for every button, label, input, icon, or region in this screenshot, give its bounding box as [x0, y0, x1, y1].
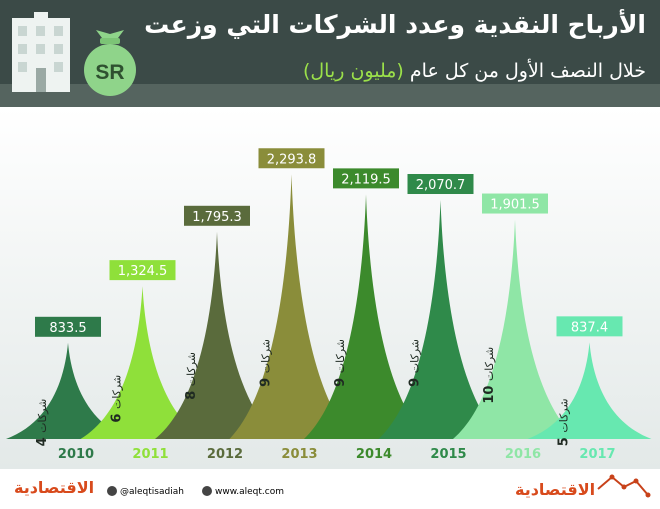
year-label: 2010 — [58, 447, 94, 462]
value-box-2017 — [556, 316, 623, 337]
company-word: شركات — [185, 352, 198, 386]
company-word: شركات — [483, 347, 496, 381]
company-count-label: 9 شركات — [259, 339, 274, 387]
company-count: 9 — [259, 373, 274, 387]
company-count-label: 6 شركات — [110, 375, 125, 423]
value-box-2011 — [109, 260, 176, 281]
year-label: 2013 — [281, 447, 317, 462]
company-count-label: 9 شركات — [408, 339, 423, 387]
year-label: 2015 — [430, 447, 466, 462]
chart-title: الأرباح النقدية وعدد الشركات التي وزعت — [144, 10, 646, 39]
header-stripe — [0, 84, 660, 107]
company-word: شركات — [111, 375, 124, 409]
footer-graphics: الاقتصادية @aleqtisadiah www.aleqt.com ا… — [14, 474, 651, 499]
peak-2014 — [304, 194, 428, 439]
company-count: 10 — [482, 381, 497, 404]
subtitle-text: خلال النصف الأول من كل عام — [409, 60, 646, 82]
footer: الاقتصادية @aleqtisadiah www.aleqt.com ا… — [0, 469, 660, 509]
value-box-2013 — [258, 148, 325, 169]
peak-2010 — [6, 342, 130, 439]
company-count-label: 4 شركات — [35, 399, 50, 447]
value-label: 2,293.8 — [267, 152, 317, 167]
peak-2015 — [378, 200, 503, 439]
company-count-label: 10 شركات — [482, 347, 497, 404]
company-count-label: 5 شركات — [557, 398, 572, 446]
value-box-2010 — [35, 316, 101, 337]
year-label: 2017 — [579, 447, 615, 462]
company-word: شركات — [334, 339, 347, 373]
company-word: شركات — [558, 398, 571, 432]
peak-2012 — [155, 231, 279, 439]
company-count: 6 — [110, 409, 125, 423]
company-word: شركات — [260, 339, 273, 373]
area-chart: 833.5 1,324.5 1,795.3 2,293.8 2,119.5 2,070.7… — [6, 148, 652, 462]
company-word: شركات — [36, 399, 49, 433]
value-label: 1,795.3 — [192, 210, 242, 225]
value-labels-layer: 833.5 1,324.5 1,795.3 2,293.8 2,119.5 2,070.7… — [35, 148, 623, 337]
value-label: 1,901.5 — [490, 198, 540, 213]
year-label: 2014 — [356, 447, 392, 462]
subtitle-unit: (مليون ريال) — [302, 60, 404, 82]
value-label: 2,119.5 — [341, 172, 391, 187]
building-money-illustration: SR — [12, 12, 136, 96]
company-count: 9 — [333, 373, 348, 387]
value-label: 833.5 — [49, 321, 86, 336]
bag-label: SR — [95, 61, 124, 84]
year-label: 2012 — [207, 447, 243, 462]
company-count: 9 — [408, 373, 423, 387]
header-banner: SR الأرباح النقدية وعدد الشركات التي وزع… — [0, 0, 660, 107]
year-labels-layer: 2010 2011 2012 2013 2014 2015 2016 2017 — [58, 447, 616, 462]
value-box-2016 — [482, 193, 548, 214]
logo-left: الاقتصادية — [14, 478, 94, 497]
twitter-icon — [107, 486, 117, 496]
website-link[interactable]: www.aleqt.com — [215, 487, 284, 497]
value-box-2015 — [407, 174, 474, 195]
chart-subtitle: خلال النصف الأول من كل عام (مليون ريال) — [303, 60, 646, 82]
value-box-2012 — [184, 205, 250, 226]
company-count-label: 9 شركات — [333, 339, 348, 387]
plot-area: 833.5 1,324.5 1,795.3 2,293.8 2,119.5 2,070.7… — [0, 107, 660, 469]
money-bag-icon — [84, 30, 136, 96]
peaks-layer — [6, 174, 652, 439]
value-label: 2,070.7 — [416, 178, 466, 193]
year-label: 2016 — [505, 447, 541, 462]
peak-2011 — [80, 286, 205, 439]
peak-2016 — [453, 219, 577, 439]
value-label: 837.4 — [571, 320, 608, 335]
web-icon — [202, 486, 212, 496]
peak-2017 — [527, 342, 652, 439]
value-box-2014 — [333, 168, 399, 189]
value-label: 1,324.5 — [118, 264, 168, 279]
logo-right: الاقتصادية — [515, 480, 595, 499]
peak-2013 — [229, 174, 354, 439]
company-count: 4 — [35, 433, 50, 447]
company-word: شركات — [409, 339, 422, 373]
building-icon — [12, 12, 70, 92]
company-count: 5 — [557, 433, 572, 447]
company-count-label: 8 شركات — [184, 352, 199, 400]
year-label: 2011 — [132, 447, 168, 462]
twitter-handle[interactable]: @aleqtisadiah — [120, 487, 184, 497]
company-count: 8 — [184, 386, 199, 400]
